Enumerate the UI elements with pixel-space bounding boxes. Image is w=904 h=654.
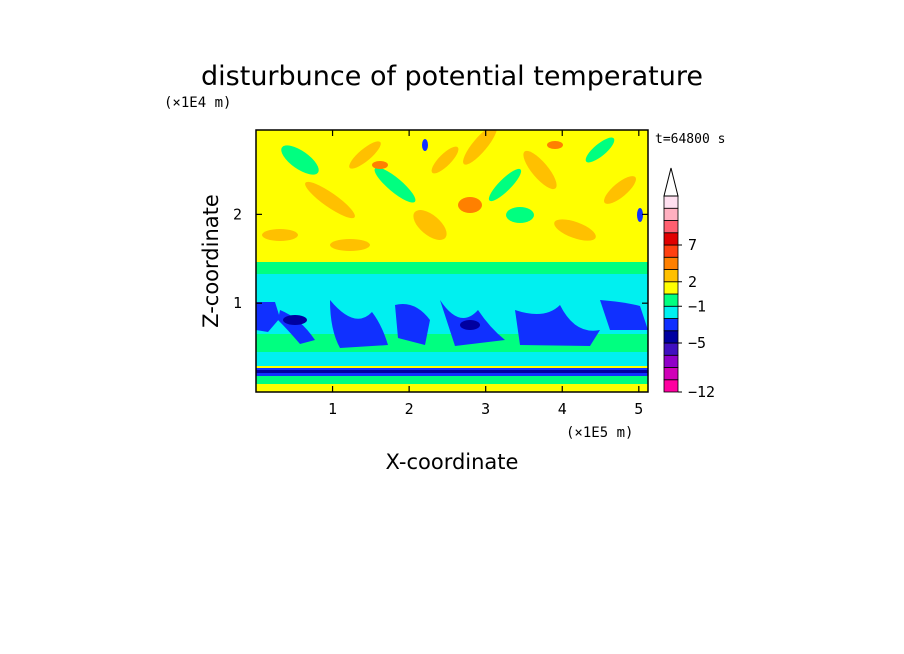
upper-field: [262, 130, 643, 251]
colorbar-swatch: [663, 379, 679, 393]
y-tick-label: 1: [233, 294, 242, 312]
x-tick-label: 5: [634, 400, 643, 418]
x-unit-label: (×1E5 m): [566, 425, 633, 441]
colorbar-swatch: [663, 330, 679, 344]
blue-structures: [256, 300, 648, 348]
y-axis-title: Z-coordinate: [199, 194, 223, 328]
colorbar: −12−5−127: [663, 167, 715, 401]
colorbar-swatch: [663, 195, 679, 209]
band-green-bottom: [256, 376, 648, 386]
x-axis-title: X-coordinate: [386, 450, 519, 474]
colorbar-swatch: [663, 244, 679, 258]
band-yellow-bottom: [256, 384, 648, 392]
y-axis: 12: [233, 205, 648, 312]
x-tick-label: 4: [558, 400, 567, 418]
band-green-upper: [256, 262, 648, 276]
colorbar-swatch: [663, 367, 679, 381]
colorbar-swatch: [663, 256, 679, 270]
colorbar-swatch: [663, 220, 679, 234]
colorbar-tick-label: 7: [688, 236, 697, 254]
colorbar-tick-label: −5: [688, 334, 706, 352]
band-cyan-low: [256, 352, 648, 366]
colorbar-tick-label: −12: [688, 383, 715, 401]
x-tick-label: 3: [481, 400, 490, 418]
plot-area: [256, 130, 648, 392]
colorbar-extend-arrow: [663, 167, 679, 197]
colorbar-swatch: [663, 293, 679, 307]
y-tick-label: 2: [233, 205, 242, 223]
colorbar-swatch: [663, 318, 679, 332]
colorbar-tick-label: 2: [688, 273, 697, 291]
colorbar-swatch: [663, 354, 679, 368]
plot-frame: [255, 129, 649, 393]
colorbar-swatch: [663, 269, 679, 283]
band-darkblue-low: [256, 370, 648, 373]
x-tick-label: 1: [328, 400, 337, 418]
y-unit-label: (×1E4 m): [164, 95, 231, 111]
colorbar-tick-label: −1: [688, 297, 706, 315]
x-axis: 1 2 3 4 5: [328, 130, 643, 418]
x-tick-label: 2: [405, 400, 414, 418]
colorbar-swatch: [663, 232, 679, 246]
colorbar-swatch: [663, 305, 679, 319]
time-label: t=64800 s: [655, 132, 725, 147]
colorbar-swatch: [663, 281, 679, 295]
colorbar-swatch: [663, 207, 679, 221]
chart-title: disturbunce of potential temperature: [201, 61, 703, 92]
colorbar-swatch: [663, 342, 679, 356]
